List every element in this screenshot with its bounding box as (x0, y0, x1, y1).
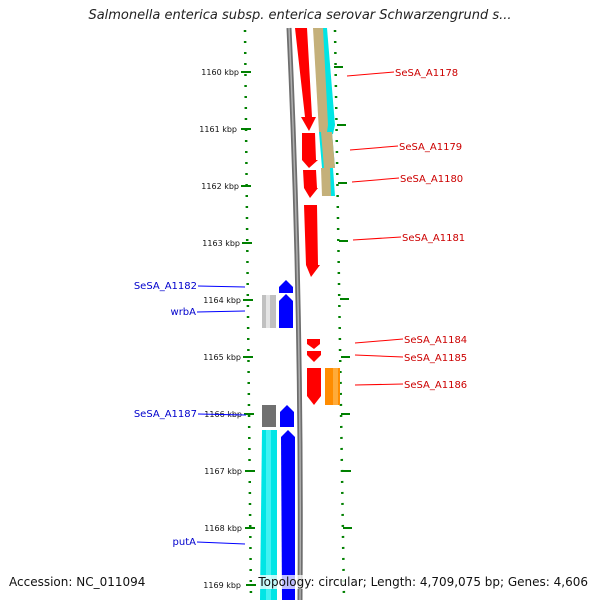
gene-arrow[interactable] (321, 132, 335, 168)
reverse-gene-labels: SeSA_A1182 wrbA SeSA_A1187 putA (134, 281, 247, 548)
major-ticks (241, 66, 352, 586)
gene-arrow[interactable] (280, 405, 294, 427)
genome-summary-label: Topology: circular; Length: 4,709,075 bp… (256, 575, 590, 589)
gene-arrow[interactable] (307, 351, 321, 362)
forward-strand-track (295, 28, 340, 405)
gene-label[interactable]: wrbA (171, 307, 197, 318)
gene-arrow[interactable] (321, 168, 331, 196)
ruler-label: 1163 kbp (202, 239, 240, 248)
gene-arrow[interactable] (281, 430, 295, 600)
gene-arrow[interactable] (313, 28, 328, 132)
ruler-label: 1162 kbp (201, 182, 239, 191)
ruler-label: 1168 kbp (204, 524, 242, 533)
map-title: Salmonella enterica subsp. enterica sero… (88, 8, 512, 23)
gene-label[interactable]: putA (173, 537, 197, 548)
gene-label[interactable]: SeSA_A1179 (399, 142, 462, 153)
gene-label[interactable]: SeSA_A1181 (402, 233, 465, 244)
gene-arrow[interactable] (279, 294, 293, 328)
accession-label: Accession: NC_011094 (9, 575, 146, 589)
reverse-strand-track (260, 280, 295, 600)
gene-arrow[interactable] (304, 205, 320, 277)
gene-label[interactable]: SeSA_A1185 (404, 353, 467, 364)
gene-arrow[interactable] (303, 170, 318, 198)
ruler-label: 1164 kbp (203, 296, 241, 305)
gene-arrow[interactable] (307, 339, 320, 349)
gene-label[interactable]: SeSA_A1187 (134, 409, 197, 420)
ruler-label: 1167 kbp (204, 467, 242, 476)
gene-block[interactable] (262, 405, 276, 427)
ruler-label: 1160 kbp (201, 68, 239, 77)
forward-gene-labels: SeSA_A1178 SeSA_A1179 SeSA_A1180 SeSA_A1… (346, 68, 467, 391)
gene-label[interactable]: SeSA_A1184 (404, 335, 467, 346)
gene-arrow[interactable] (279, 280, 293, 293)
ruler-label: 1169 kbp (203, 581, 241, 590)
ruler-label: 1161 kbp (199, 125, 237, 134)
gene-arrow[interactable] (295, 28, 316, 131)
gene-arrow[interactable] (302, 133, 318, 168)
ruler-label: 1165 kbp (203, 353, 241, 362)
gene-label[interactable]: SeSA_A1178 (395, 68, 458, 79)
gene-arrow[interactable] (307, 368, 321, 405)
gene-label[interactable]: SeSA_A1182 (134, 281, 197, 292)
ruler-labels: 1160 kbp 1161 kbp 1162 kbp 1163 kbp 1164… (199, 68, 242, 590)
gene-label[interactable]: SeSA_A1180 (400, 174, 463, 185)
gene-label[interactable]: SeSA_A1186 (404, 380, 467, 391)
